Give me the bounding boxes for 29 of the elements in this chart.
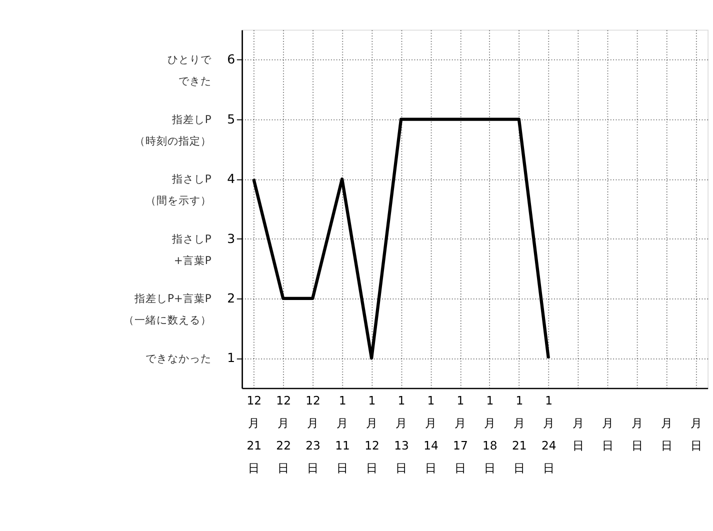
x-tick-label: 1月21日	[512, 394, 527, 475]
y-tick-label: 5	[227, 111, 236, 126]
x-tick-label: 月日	[660, 416, 673, 452]
y-tick-label: 2	[227, 290, 236, 306]
x-tick-label: 1月12日	[364, 394, 380, 475]
y-tick-label: 3	[227, 230, 236, 246]
x-tick-label: 1月17日	[453, 394, 468, 475]
x-tick-label: 1月18日	[482, 394, 498, 475]
x-tick-label: 12月23日	[306, 394, 320, 475]
line-series	[252, 118, 550, 360]
x-tick-label: 月日	[572, 416, 584, 452]
y-tick-label: 1	[227, 350, 236, 366]
text: 指さしP（間を示す）	[145, 172, 212, 208]
x-tick-label: 1月11日	[335, 394, 350, 475]
x-tick-label: 月日	[631, 416, 644, 452]
x-tick-label: 1月24日	[541, 394, 556, 475]
text: 指差しP+言葉P（一緒に数える）	[123, 292, 212, 327]
x-tick-label: 1月14日	[424, 394, 438, 475]
text: 指さしP+言葉P	[170, 232, 212, 267]
x-tick-label: 月日	[690, 416, 702, 452]
text: できなかった	[145, 352, 212, 365]
x-tick-label: 1月13日	[394, 394, 409, 475]
x-tick-label: 月日	[602, 416, 614, 452]
x-tick-label: 12月22日	[276, 394, 291, 475]
text: 指差しP（時刻の指定）	[134, 112, 212, 148]
y-tick-label: 4	[227, 171, 236, 186]
x-tick-label: 12月21日	[246, 394, 262, 475]
text: ひとりでできた	[167, 53, 212, 88]
y-tick-label: 6	[227, 52, 236, 67]
